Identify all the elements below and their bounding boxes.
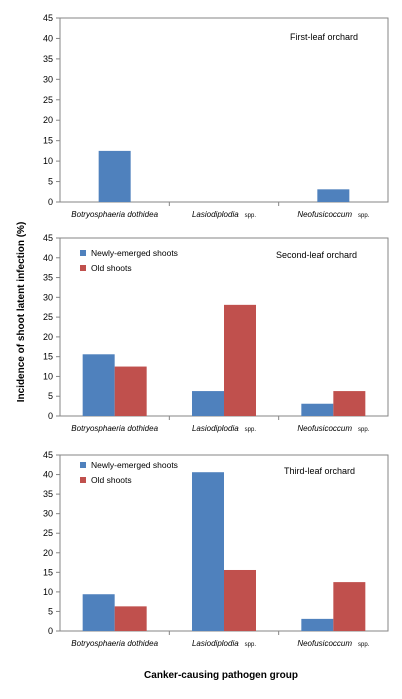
bar [82, 594, 115, 631]
y-tick-label: 5 [48, 606, 53, 616]
y-tick-label: 25 [43, 528, 53, 538]
bar [114, 606, 147, 631]
y-tick-label: 15 [43, 567, 53, 577]
category-name: Botryosphaeria dothidea [71, 424, 158, 433]
y-tick-label: 35 [43, 54, 53, 64]
category-name: Neofusicoccum [297, 639, 352, 648]
y-tick-label: 10 [43, 587, 53, 597]
y-tick-label: 0 [48, 626, 53, 636]
legend-entry: Newly-emerged shoots [91, 460, 178, 470]
bar [301, 618, 334, 631]
y-tick-label: 0 [48, 197, 53, 207]
x-axis-label: Canker-causing pathogen group [144, 670, 298, 681]
legend-swatch [80, 477, 86, 483]
category-name: Botryosphaeria dothidea [71, 639, 158, 648]
bar [224, 304, 256, 416]
category-suffix: spp. [358, 213, 370, 219]
bar [333, 391, 366, 416]
category-label: Botryosphaeria dothidea [71, 424, 158, 433]
y-tick-label: 10 [43, 371, 53, 381]
legend-entry: Old shoots [91, 475, 132, 485]
bar [98, 150, 131, 202]
y-tick-label: 15 [43, 352, 53, 362]
y-tick-label: 5 [48, 391, 53, 401]
bar [333, 582, 366, 631]
category-label: Botryosphaeria dothidea [71, 639, 158, 648]
bar [114, 366, 147, 416]
category-suffix: spp. [245, 642, 257, 648]
y-tick-label: 45 [43, 13, 53, 23]
chart-panel-1: 0 5 10 15 20 25 30 35 40 45 Botryosphaeria dothide… [43, 13, 389, 219]
category-name: Botryosphaeria dothidea [71, 210, 158, 219]
panel-title: Second-leaf orchard [276, 250, 357, 260]
y-tick-label: 35 [43, 489, 53, 499]
y-tick-label: 40 [43, 253, 53, 263]
legend-swatch [80, 462, 86, 468]
y-tick-label: 25 [43, 95, 53, 105]
y-tick-label: 20 [43, 548, 53, 558]
category-label: Lasiodiplodia spp. [192, 639, 256, 648]
y-tick-label: 30 [43, 292, 53, 302]
category-name: Lasiodiplodia [192, 424, 239, 433]
legend-swatch [80, 265, 86, 271]
y-tick-label: 5 [48, 177, 53, 187]
y-tick-label: 30 [43, 509, 53, 519]
category-name: Neofusicoccum [297, 424, 352, 433]
category-label: Botryosphaeria dothidea [71, 210, 158, 219]
legend-swatch [80, 250, 86, 256]
category-label: Lasiodiplodia spp. [192, 424, 256, 433]
y-tick-label: 25 [43, 312, 53, 322]
y-tick-label: 15 [43, 136, 53, 146]
category-suffix: spp. [358, 427, 370, 433]
y-tick-label: 30 [43, 74, 53, 84]
bar [192, 391, 224, 416]
y-tick-label: 40 [43, 33, 53, 43]
y-tick-label: 20 [43, 115, 53, 125]
panel-title: Third-leaf orchard [284, 466, 355, 476]
y-tick-label: 35 [43, 273, 53, 283]
y-tick-label: 10 [43, 156, 53, 166]
y-axis-label: Incidence of shoot latent infection (%) [16, 222, 27, 403]
bar [224, 569, 256, 631]
category-suffix: spp. [358, 642, 370, 648]
y-tick-label: 20 [43, 332, 53, 342]
category-suffix: spp. [245, 213, 257, 219]
chart-panel-2: 0 5 10 15 20 25 30 35 40 45 Botryosphaeria dothide… [43, 233, 389, 433]
y-tick-label: 40 [43, 470, 53, 480]
category-label: Lasiodiplodia spp. [192, 210, 256, 219]
bar [82, 354, 115, 416]
bar [301, 403, 334, 416]
chart-panel-3: 0 5 10 15 20 25 30 35 40 45 Botryosphaeria dothide… [43, 450, 389, 648]
legend-entry: Newly-emerged shoots [91, 248, 178, 258]
bar [317, 189, 350, 202]
category-name: Lasiodiplodia [192, 210, 239, 219]
panel-title: First-leaf orchard [290, 32, 358, 42]
category-name: Lasiodiplodia [192, 639, 239, 648]
y-tick-label: 0 [48, 411, 53, 421]
y-tick-label: 45 [43, 233, 53, 243]
category-name: Neofusicoccum [297, 210, 352, 219]
category-label: Neofusicoccum spp. [297, 424, 369, 433]
category-suffix: spp. [245, 427, 257, 433]
legend-entry: Old shoots [91, 263, 132, 273]
category-label: Neofusicoccum spp. [297, 639, 369, 648]
category-label: Neofusicoccum spp. [297, 210, 369, 219]
y-tick-label: 45 [43, 450, 53, 460]
bar [192, 472, 224, 631]
